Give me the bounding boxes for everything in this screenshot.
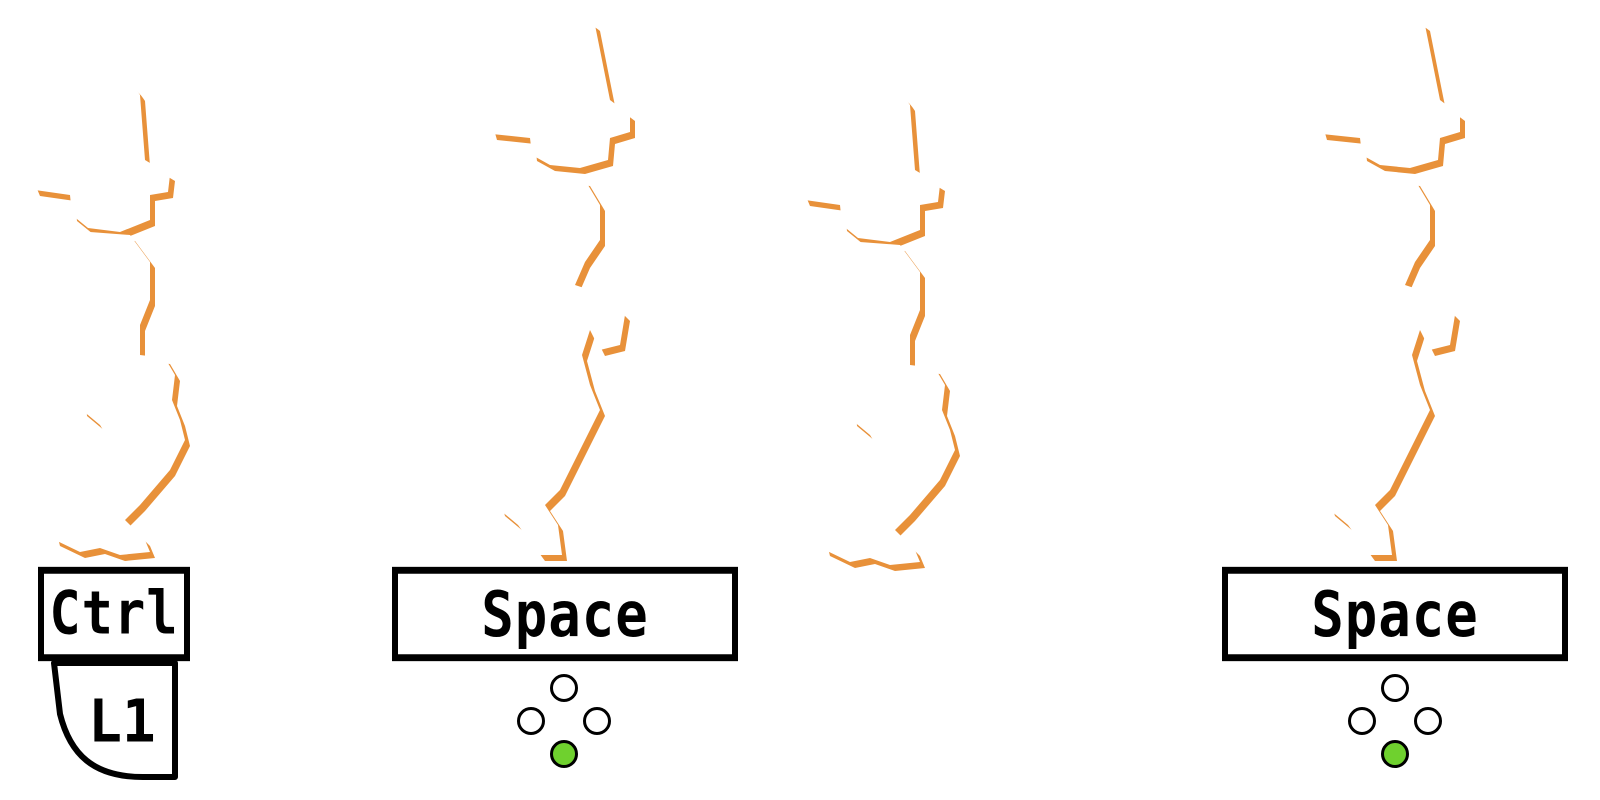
face-button-right [1414, 707, 1442, 735]
ctrl-key-prompt: Ctrl [38, 566, 190, 662]
face-button-bottom-pressed [1381, 740, 1409, 768]
face-button-right [583, 707, 611, 735]
face-buttons-icon [514, 672, 614, 772]
face-button-top [1381, 674, 1409, 702]
face-buttons-icon [1345, 672, 1445, 772]
ctrl-key-label: Ctrl [49, 579, 179, 649]
l1-shoulder-button-icon: L1 [48, 659, 180, 781]
face-button-bottom-pressed [550, 740, 578, 768]
pose-jump-figure-1 [0, 0, 700, 570]
pose-jump-figure-2 [830, 0, 1530, 570]
face-button-left [517, 707, 545, 735]
space-key-prompt-2: Space [1222, 566, 1568, 662]
face-button-left [1348, 707, 1376, 735]
space-key-label-1: Space [481, 577, 649, 651]
space-key-prompt-1: Space [392, 566, 738, 662]
space-key-label-2: Space [1311, 577, 1479, 651]
l1-label: L1 [88, 687, 155, 756]
face-button-top [550, 674, 578, 702]
